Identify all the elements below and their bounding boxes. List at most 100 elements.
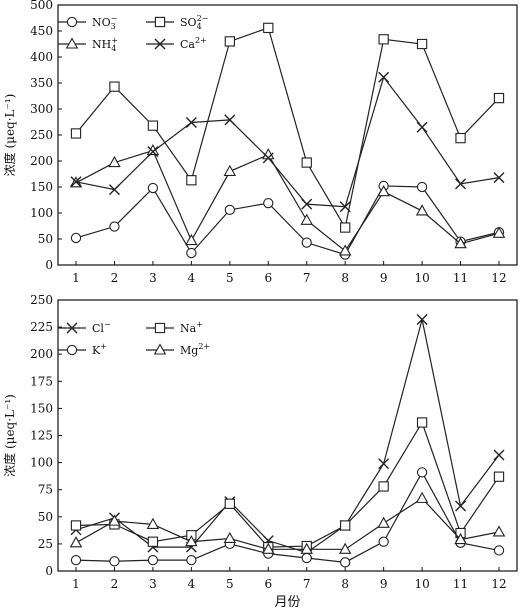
- y-tick-label: 100: [30, 206, 53, 220]
- legend-marker: [66, 322, 78, 334]
- data-point: [109, 556, 120, 567]
- data-point: [185, 233, 198, 246]
- x-tick-label: 6: [264, 271, 272, 285]
- y-tick-label: 500: [30, 0, 53, 12]
- y-tick-label: 0: [45, 564, 53, 578]
- series-mg: [69, 491, 506, 554]
- series-ca: [70, 71, 505, 213]
- series-line: [75, 471, 500, 563]
- data-point: [340, 222, 351, 233]
- x-tick-label: 7: [303, 271, 311, 285]
- data-point: [263, 22, 274, 34]
- data-point: [416, 417, 428, 428]
- data-point: [455, 500, 467, 512]
- legend-marker: [66, 344, 78, 356]
- y-tick-label: 200: [30, 154, 53, 168]
- data-point: [69, 536, 83, 548]
- x-tick-label: 12: [491, 577, 506, 591]
- x-tick-label: 5: [226, 577, 234, 591]
- data-point: [224, 114, 236, 126]
- x-tick-label: 9: [380, 577, 388, 591]
- legend-marker: [153, 343, 167, 355]
- legend-item: Na+: [146, 320, 203, 335]
- y-tick-label: 350: [30, 76, 53, 90]
- data-point: [338, 244, 352, 256]
- data-point: [455, 132, 466, 144]
- data-point: [455, 178, 467, 190]
- data-point: [493, 449, 505, 461]
- data-point: [109, 221, 120, 232]
- x-tick-label: 2: [111, 577, 119, 591]
- data-point: [416, 121, 428, 133]
- series-line: [75, 497, 500, 550]
- data-point: [70, 232, 82, 244]
- legend-label: Cl−: [92, 320, 111, 335]
- data-point: [416, 314, 428, 326]
- y-tick-label: 250: [30, 128, 53, 142]
- x-tick-label: 4: [188, 271, 196, 285]
- data-point: [146, 517, 160, 529]
- y-tick-label: 50: [38, 510, 53, 524]
- data-point: [186, 247, 197, 259]
- x-tick-label: 4: [188, 577, 196, 591]
- x-tick-label: 3: [149, 271, 157, 285]
- data-point: [493, 545, 505, 556]
- data-point: [147, 536, 159, 547]
- y-tick-label: 150: [30, 180, 53, 194]
- x-tick-label: 9: [380, 271, 388, 285]
- series-nh: [69, 143, 506, 256]
- y-tick-label: 300: [30, 102, 53, 116]
- data-point: [416, 467, 428, 478]
- x-tick-label: 10: [414, 577, 429, 591]
- data-point: [378, 458, 390, 470]
- data-point: [108, 184, 120, 196]
- y-tick-label: 200: [30, 347, 53, 361]
- data-point: [338, 542, 352, 554]
- data-point: [70, 176, 82, 188]
- data-point: [108, 514, 121, 526]
- data-point: [109, 81, 120, 92]
- series-line: [75, 149, 500, 252]
- y-tick-label: 75: [38, 483, 53, 497]
- data-point: [378, 536, 389, 547]
- series-line: [75, 421, 500, 548]
- legend: NO3− SO42− NH4+ Ca2+: [58, 14, 208, 53]
- data-point: [70, 520, 82, 531]
- data-point: [493, 92, 505, 104]
- data-point: [492, 226, 506, 238]
- data-point: [146, 143, 160, 156]
- legend-marker: [154, 38, 166, 50]
- series-cl: [70, 314, 505, 559]
- data-point: [378, 71, 390, 83]
- legend-label: NO3−: [92, 14, 117, 31]
- series-no: [70, 180, 505, 260]
- data-point: [147, 182, 159, 194]
- plot-frame: [57, 4, 518, 266]
- x-tick-label: 10: [414, 271, 429, 285]
- data-point: [262, 542, 275, 554]
- y-tick-label: 175: [30, 374, 53, 388]
- legend-item: SO42−: [146, 14, 208, 31]
- data-point: [108, 155, 121, 168]
- x-tick-label: 11: [453, 577, 468, 591]
- data-point: [339, 201, 351, 213]
- data-point: [301, 198, 313, 210]
- data-point: [147, 555, 159, 566]
- series-line: [75, 27, 500, 230]
- data-point: [378, 481, 389, 492]
- data-point: [186, 175, 197, 186]
- data-point: [454, 237, 467, 249]
- legend-item: Mg2+: [146, 342, 210, 357]
- legend-label: Mg2+: [180, 342, 210, 357]
- x-tick-label: 5: [226, 271, 234, 285]
- data-point: [301, 157, 312, 168]
- y-tick-label: 50: [38, 232, 53, 246]
- series-na: [70, 417, 505, 553]
- x-tick-label: 8: [341, 271, 349, 285]
- series-line: [75, 185, 500, 256]
- data-point: [377, 516, 390, 528]
- y-axis-label: 浓度 (μeq·L⁻¹): [2, 394, 17, 477]
- legend-marker: [65, 37, 79, 49]
